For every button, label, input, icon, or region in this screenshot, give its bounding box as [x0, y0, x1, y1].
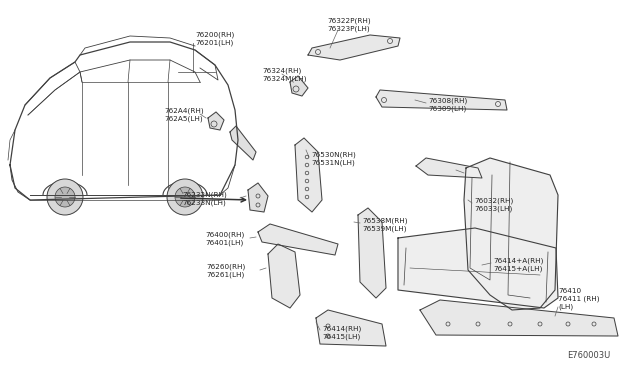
- Circle shape: [167, 179, 203, 215]
- Text: 76414(RH)
76415(LH): 76414(RH) 76415(LH): [322, 326, 361, 340]
- Polygon shape: [420, 300, 618, 336]
- Polygon shape: [416, 158, 482, 178]
- Text: 76316(RH)
76317(LH): 76316(RH) 76317(LH): [466, 168, 505, 183]
- Polygon shape: [290, 76, 308, 96]
- Text: 76308(RH)
76309(LH): 76308(RH) 76309(LH): [428, 98, 467, 112]
- Text: 76530N(RH)
76531N(LH): 76530N(RH) 76531N(LH): [311, 152, 356, 167]
- Polygon shape: [208, 112, 224, 130]
- Polygon shape: [295, 138, 322, 212]
- Polygon shape: [376, 90, 507, 110]
- Text: 76538M(RH)
76539M(LH): 76538M(RH) 76539M(LH): [362, 218, 408, 232]
- Polygon shape: [358, 208, 386, 298]
- Polygon shape: [308, 35, 400, 60]
- Text: 76200(RH)
76201(LH): 76200(RH) 76201(LH): [195, 32, 234, 46]
- Text: 76322P(RH)
76323P(LH): 76322P(RH) 76323P(LH): [327, 18, 371, 32]
- Polygon shape: [230, 126, 256, 160]
- Text: 76410
76411 (RH)
(LH): 76410 76411 (RH) (LH): [558, 288, 600, 310]
- Polygon shape: [268, 244, 300, 308]
- Text: 76414+A(RH)
76415+A(LH): 76414+A(RH) 76415+A(LH): [493, 258, 543, 273]
- Text: 762A4(RH)
762A5(LH): 762A4(RH) 762A5(LH): [164, 108, 204, 122]
- Circle shape: [175, 187, 195, 207]
- Polygon shape: [316, 310, 386, 346]
- Text: E760003U: E760003U: [567, 351, 610, 360]
- Polygon shape: [258, 224, 338, 255]
- Polygon shape: [464, 158, 558, 310]
- Text: 76400(RH)
76401(LH): 76400(RH) 76401(LH): [205, 232, 244, 247]
- Text: 76324(RH)
76324M(LH): 76324(RH) 76324M(LH): [262, 68, 307, 83]
- Polygon shape: [398, 228, 558, 308]
- Polygon shape: [248, 183, 268, 212]
- Circle shape: [47, 179, 83, 215]
- Text: 76260(RH)
76261(LH): 76260(RH) 76261(LH): [206, 264, 245, 279]
- Circle shape: [55, 187, 75, 207]
- Text: 76232N(RH)
76233N(LH): 76232N(RH) 76233N(LH): [182, 192, 227, 206]
- Text: 76032(RH)
76033(LH): 76032(RH) 76033(LH): [474, 198, 513, 212]
